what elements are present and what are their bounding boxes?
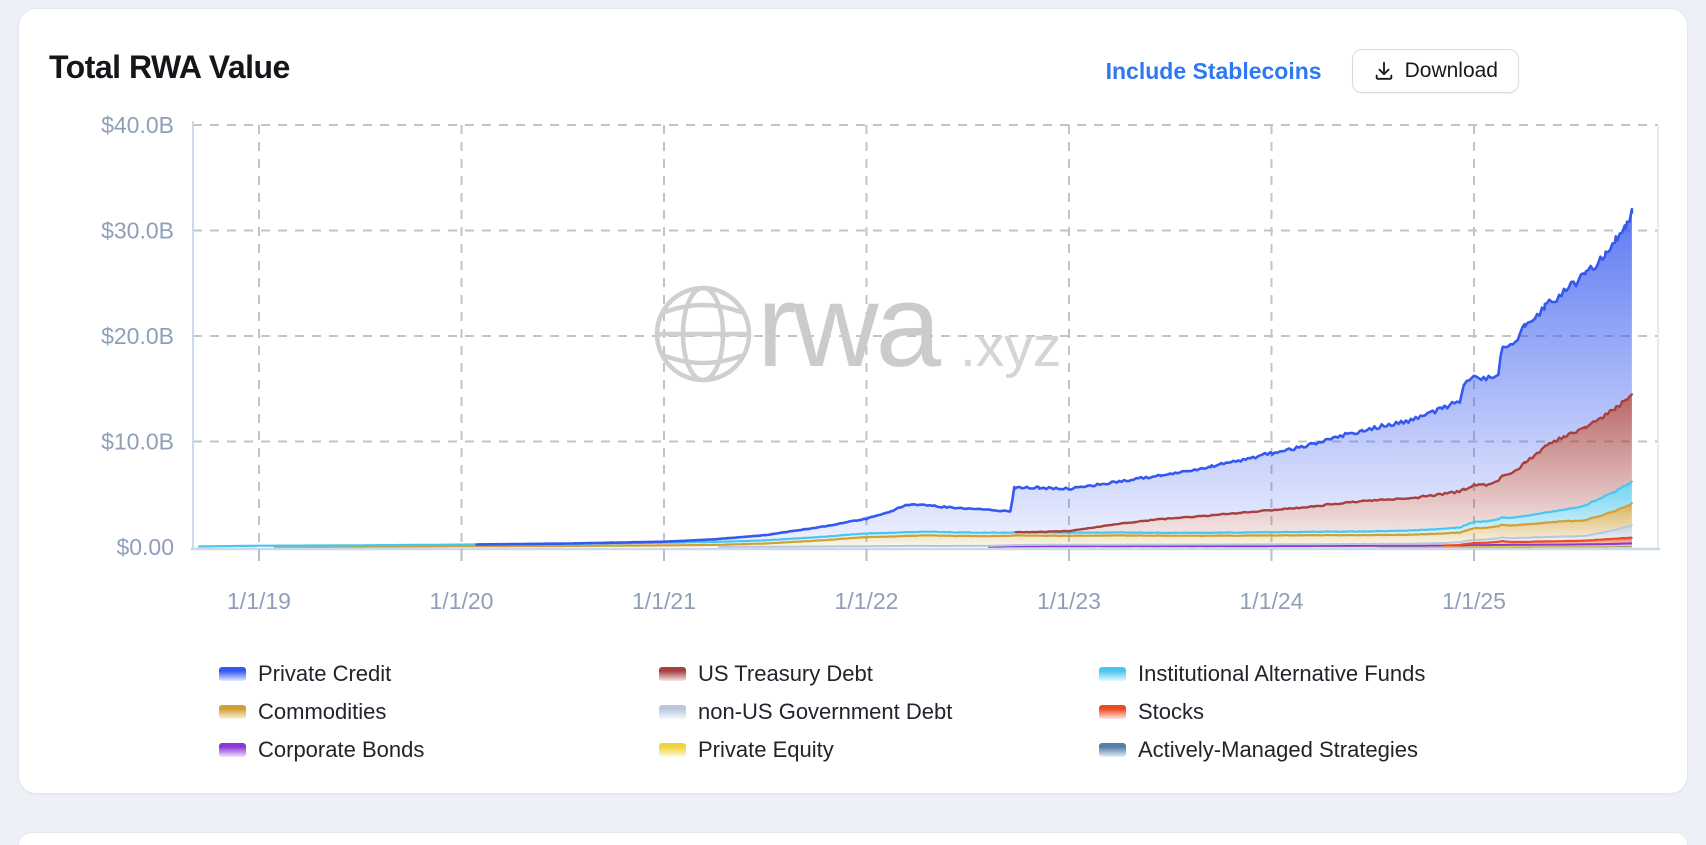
legend-swatch xyxy=(219,743,246,757)
legend-label: non-US Government Debt xyxy=(698,699,953,724)
legend-label: Commodities xyxy=(258,699,387,724)
legend-swatch xyxy=(659,705,686,719)
area-institutional-alternative-funds xyxy=(198,480,1632,547)
legend-item-institutional-alternative-funds[interactable]: Institutional Alternative Funds xyxy=(1099,661,1425,687)
page-title: Total RWA Value xyxy=(49,49,290,85)
legend-item-non-us-government-debt[interactable]: non-US Government Debt xyxy=(659,699,1099,725)
legend-swatch xyxy=(1099,705,1126,719)
legend-swatch xyxy=(219,667,246,681)
series-lines xyxy=(198,207,1634,549)
x-tick-label: 1/1/22 xyxy=(835,588,899,614)
legend-item-private-equity[interactable]: Private Equity xyxy=(659,737,1099,763)
legend-item-stocks[interactable]: Stocks xyxy=(1099,699,1425,725)
axes xyxy=(191,121,1660,561)
legend-swatch xyxy=(659,667,686,681)
y-tick-label: $0.00 xyxy=(116,534,174,560)
download-button-label: Download xyxy=(1404,59,1498,82)
legend-swatch xyxy=(659,743,686,757)
legend-label: Stocks xyxy=(1138,699,1205,724)
legend-swatch xyxy=(219,705,246,719)
line-private-credit xyxy=(475,207,1634,546)
line-corporate-bonds xyxy=(987,542,1632,548)
y-tick-label: $40.0B xyxy=(101,112,174,138)
include-stablecoins-link[interactable]: Include Stablecoins xyxy=(1105,57,1322,84)
legend-item-us-treasury-debt[interactable]: US Treasury Debt xyxy=(659,661,1099,687)
legend-item-commodities[interactable]: Commodities xyxy=(219,699,659,725)
line-us-treasury-debt xyxy=(1014,393,1634,534)
x-tick-label: 1/1/19 xyxy=(227,588,291,614)
legend-label: Institutional Alternative Funds xyxy=(1138,661,1426,686)
rwa-stacked-area-chart: rwa .xyz $0.00 $10.0B $20.0B $30.0B $40.0B 1/… xyxy=(101,112,1660,614)
download-button[interactable]: Download xyxy=(1351,49,1519,93)
legend-swatch xyxy=(1099,667,1126,681)
chart-legend: Private Credit US Treasury Debt Institutio… xyxy=(219,655,1425,769)
y-tick-label: $30.0B xyxy=(101,218,174,244)
y-tick-label: $20.0B xyxy=(101,323,174,349)
y-tick-label: $10.0B xyxy=(101,429,174,455)
x-tick-label: 1/1/24 xyxy=(1240,588,1304,614)
next-card-top-edge xyxy=(18,832,1688,845)
legend-label: Private Equity xyxy=(698,737,834,762)
x-tick-label: 1/1/25 xyxy=(1442,588,1506,614)
legend-item-private-credit[interactable]: Private Credit xyxy=(219,661,659,687)
rwa-xyz-watermark: rwa .xyz xyxy=(654,260,1061,392)
axis-labels: $0.00 $10.0B $20.0B $30.0B $40.0B 1/1/19 1/1/2… xyxy=(101,112,1506,614)
line-non-us-government-debt xyxy=(718,524,1633,548)
total-rwa-value-card: Total RWA Value Include Stablecoins Down… xyxy=(18,8,1688,794)
header-controls: Include Stablecoins Download xyxy=(1106,49,1519,93)
line-institutional-alternative-funds xyxy=(198,480,1633,548)
legend-item-actively-managed-strategies[interactable]: Actively-Managed Strategies xyxy=(1099,737,1425,763)
x-tick-label: 1/1/21 xyxy=(632,588,696,614)
watermark-brand: rwa xyxy=(757,260,942,392)
area-private-credit xyxy=(198,209,1632,547)
x-tick-label: 1/1/20 xyxy=(430,588,494,614)
legend-swatch xyxy=(1099,743,1126,757)
watermark-suffix: .xyz xyxy=(960,315,1061,379)
line-commodities xyxy=(273,502,1633,549)
legend-label: Private Credit xyxy=(258,661,392,686)
legend-label: Corporate Bonds xyxy=(258,737,425,762)
line-stocks xyxy=(1443,536,1633,547)
legend-label: US Treasury Debt xyxy=(698,661,873,686)
download-icon xyxy=(1373,60,1395,82)
globe-icon xyxy=(654,285,752,383)
legend-item-corporate-bonds[interactable]: Corporate Bonds xyxy=(219,737,659,763)
legend-label: Actively-Managed Strategies xyxy=(1138,737,1419,762)
x-tick-label: 1/1/23 xyxy=(1037,588,1101,614)
